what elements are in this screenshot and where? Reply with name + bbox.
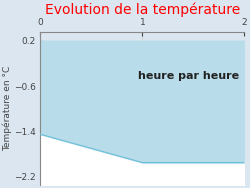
Y-axis label: Température en °C: Température en °C	[3, 66, 12, 151]
Text: heure par heure: heure par heure	[138, 71, 239, 81]
Title: Evolution de la température: Evolution de la température	[45, 3, 240, 17]
